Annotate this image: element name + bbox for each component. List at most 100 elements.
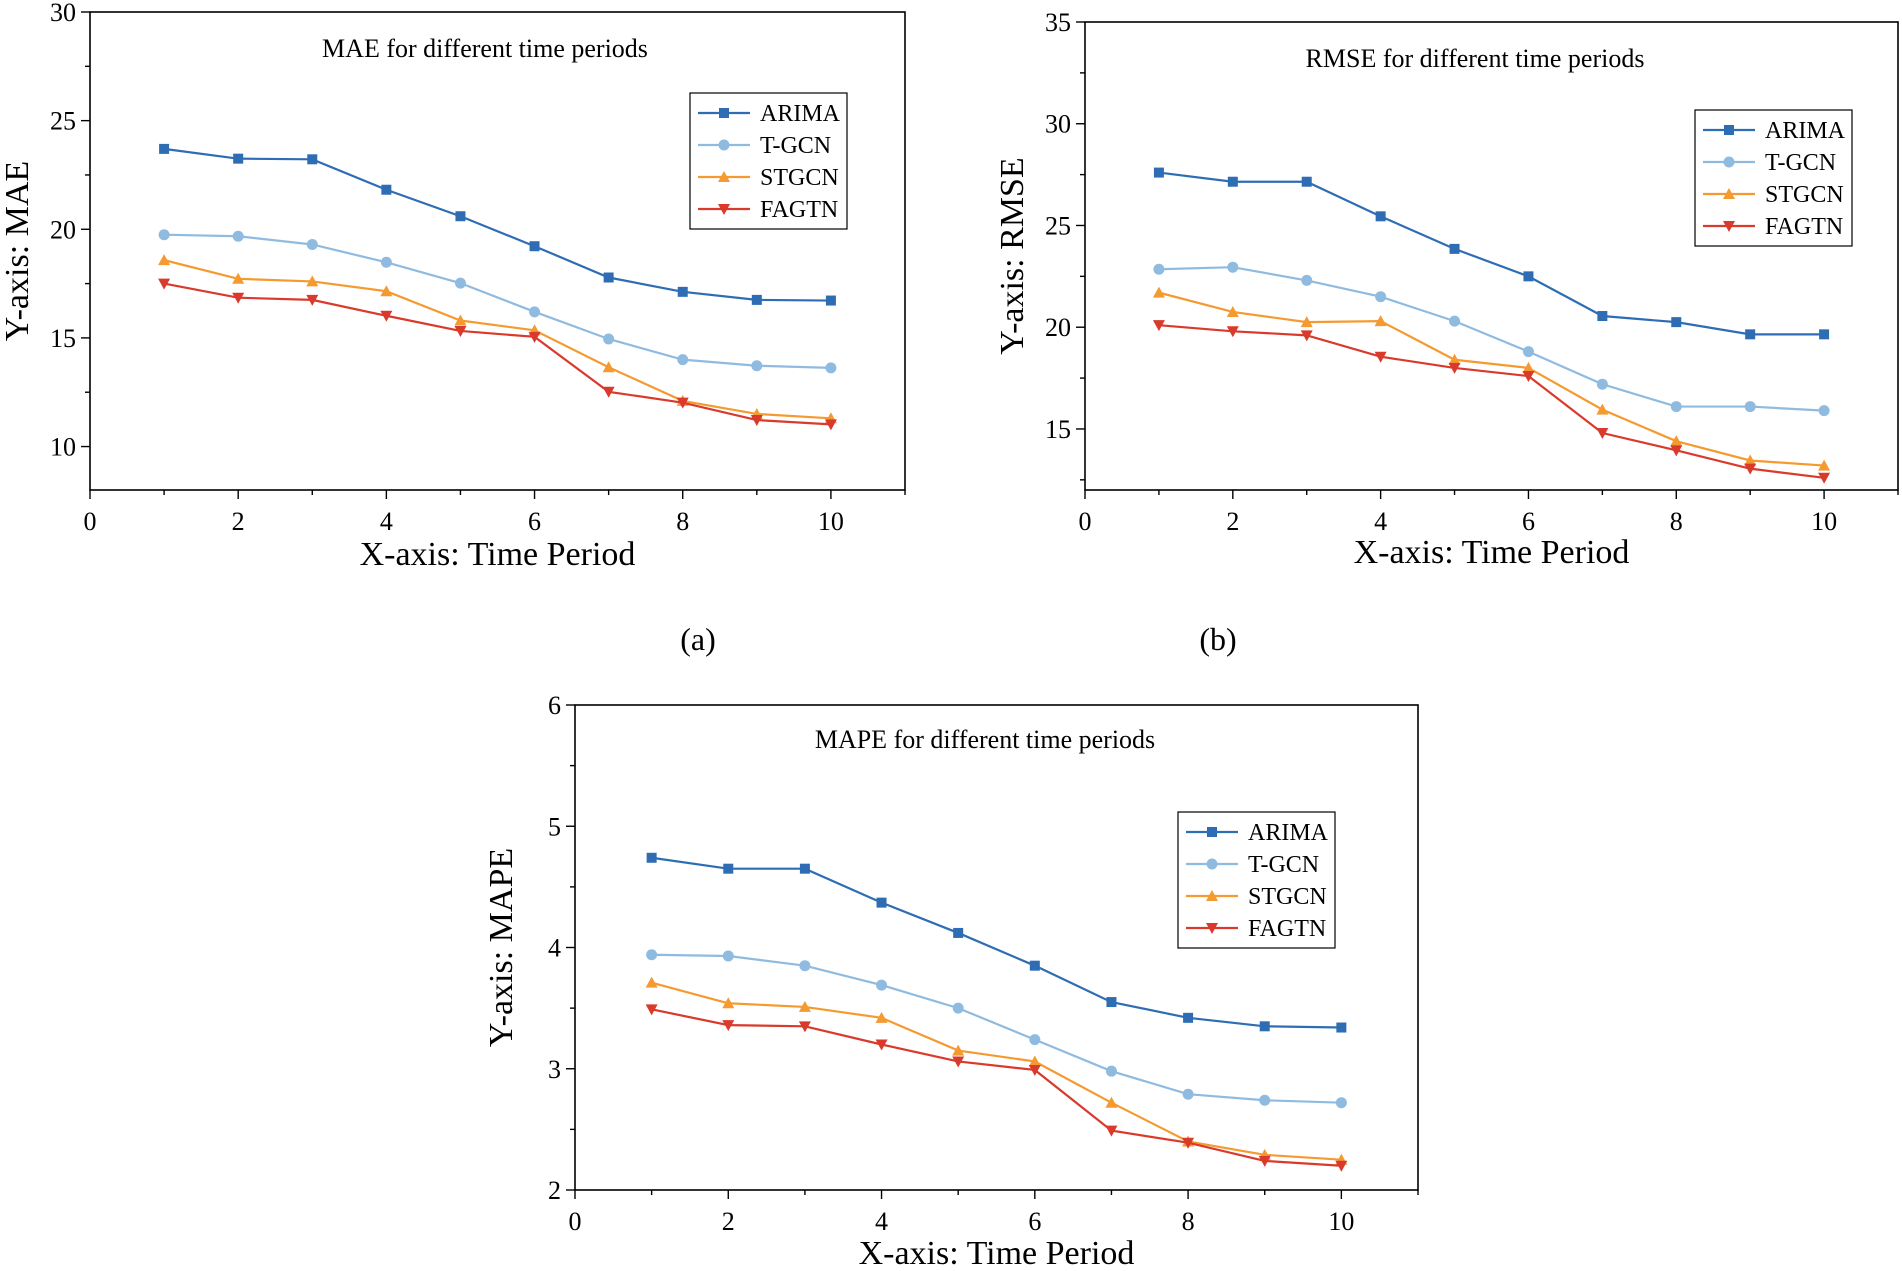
legend-marker-t-gcn bbox=[1206, 858, 1218, 870]
data-point-t-gcn bbox=[1105, 1065, 1117, 1077]
x-tick-label: 10 bbox=[1328, 1207, 1354, 1236]
data-point-arima bbox=[677, 286, 688, 297]
data-point-stgcn bbox=[1374, 315, 1387, 327]
legend-label-stgcn: STGCN bbox=[1765, 182, 1844, 208]
data-point-t-gcn bbox=[380, 256, 392, 268]
series-line-fagtn bbox=[1158, 324, 1825, 479]
data-point-arima bbox=[1259, 1021, 1270, 1032]
y-axis-label: Y-axis: MAE bbox=[0, 161, 36, 341]
data-point-arima bbox=[1375, 211, 1386, 222]
data-point-t-gcn bbox=[1153, 263, 1165, 275]
y-tick-label: 10 bbox=[50, 433, 76, 462]
data-point-fagtn bbox=[380, 310, 393, 322]
legend-marker-arima bbox=[1724, 125, 1734, 135]
series-line-fagtn bbox=[163, 282, 831, 426]
data-point-fagtn bbox=[454, 325, 467, 337]
y-tick-label: 20 bbox=[1045, 313, 1071, 342]
data-point-t-gcn bbox=[1744, 401, 1756, 413]
x-tick-label: 2 bbox=[232, 507, 245, 536]
data-point-fagtn bbox=[1182, 1137, 1195, 1149]
chart-panel-rmse: 0 2 4 6 8 10 15 20 25 30 35 X-axis: Time Period Y-ax… bbox=[994, 8, 1899, 571]
data-point-t-gcn bbox=[646, 949, 658, 961]
data-point-fagtn bbox=[1335, 1160, 1348, 1172]
x-tick-label: 4 bbox=[1374, 507, 1387, 536]
data-point-fagtn bbox=[1152, 320, 1165, 332]
legend-marker-t-gcn bbox=[1723, 156, 1735, 168]
data-point-fagtn bbox=[1300, 330, 1313, 342]
legend-label-fagtn: FAGTN bbox=[760, 197, 838, 223]
data-point-stgcn bbox=[380, 285, 393, 297]
data-point-stgcn bbox=[1670, 435, 1683, 447]
data-point-t-gcn bbox=[722, 950, 734, 962]
x-tick-label: 2 bbox=[722, 1207, 735, 1236]
x-tick-label: 8 bbox=[676, 507, 689, 536]
data-point-fagtn bbox=[798, 1021, 811, 1033]
legend-marker-fagtn bbox=[718, 204, 730, 215]
data-point-stgcn bbox=[158, 254, 171, 266]
data-point-arima bbox=[307, 154, 318, 165]
data-point-fagtn bbox=[1028, 1064, 1041, 1076]
data-point-fagtn bbox=[232, 292, 245, 304]
data-point-arima bbox=[455, 211, 466, 222]
data-point-arima bbox=[1336, 1022, 1347, 1033]
legend-marker-fagtn bbox=[1206, 923, 1218, 934]
series-line-arima bbox=[651, 856, 1342, 1029]
data-point-fagtn bbox=[306, 294, 319, 306]
y-axis-label: Y-axis: MAPE bbox=[483, 848, 520, 1047]
y-tick-label: 15 bbox=[1045, 415, 1071, 444]
data-point-fagtn bbox=[1818, 472, 1831, 484]
data-point-arima bbox=[1153, 167, 1164, 178]
data-point-arima bbox=[751, 294, 762, 305]
y-tick-label: 5 bbox=[548, 812, 561, 841]
legend-box bbox=[689, 92, 848, 230]
legend-label-stgcn: STGCN bbox=[760, 165, 839, 191]
x-tick-label: 0 bbox=[569, 1207, 582, 1236]
data-point-stgcn bbox=[602, 361, 615, 373]
data-point-fagtn bbox=[1744, 463, 1757, 475]
data-point-arima bbox=[381, 184, 392, 195]
data-point-arima bbox=[799, 863, 810, 874]
data-point-t-gcn bbox=[1818, 405, 1830, 417]
x-axis-label: X-axis: Time Period bbox=[859, 1235, 1135, 1271]
data-point-fagtn bbox=[1374, 351, 1387, 363]
chart-title: MAE for different time periods bbox=[322, 34, 648, 63]
legend-marker-t-gcn bbox=[718, 139, 730, 151]
data-point-fagtn bbox=[1448, 362, 1461, 374]
data-point-stgcn bbox=[232, 272, 245, 284]
data-point-fagtn bbox=[1105, 1125, 1118, 1137]
data-point-arima bbox=[603, 272, 614, 283]
data-point-arima bbox=[1597, 311, 1608, 322]
data-point-arima bbox=[1183, 1012, 1194, 1023]
x-tick-label: 6 bbox=[1522, 507, 1535, 536]
data-point-fagtn bbox=[952, 1056, 965, 1068]
data-point-fagtn bbox=[645, 1004, 658, 1016]
data-point-t-gcn bbox=[306, 238, 318, 250]
data-point-fagtn bbox=[824, 419, 837, 431]
legend-label-fagtn: FAGTN bbox=[1248, 916, 1326, 942]
data-point-t-gcn bbox=[1449, 315, 1461, 327]
y-axis-label: Y-axis: RMSE bbox=[994, 157, 1031, 354]
data-point-arima bbox=[1745, 329, 1756, 340]
data-point-stgcn bbox=[1744, 454, 1757, 466]
data-point-stgcn bbox=[798, 1000, 811, 1012]
data-point-t-gcn bbox=[1522, 346, 1534, 358]
data-point-arima bbox=[646, 852, 657, 863]
series-line-arima bbox=[163, 147, 831, 302]
data-point-arima bbox=[825, 295, 836, 306]
y-tick-label: 25 bbox=[1045, 211, 1071, 240]
series-line-arima bbox=[1158, 171, 1825, 336]
data-point-fagtn bbox=[1522, 371, 1535, 383]
x-tick-label: 8 bbox=[1182, 1207, 1195, 1236]
x-axis-label: X-axis: Time Period bbox=[360, 536, 636, 573]
y-tick-label: 20 bbox=[50, 215, 76, 244]
data-point-t-gcn bbox=[825, 362, 837, 374]
x-tick-label: 0 bbox=[1079, 507, 1092, 536]
x-tick-label: 0 bbox=[84, 507, 97, 536]
x-tick-label: 10 bbox=[1811, 507, 1837, 536]
data-point-arima bbox=[876, 897, 887, 908]
data-point-t-gcn bbox=[1375, 291, 1387, 303]
plot-frame bbox=[1084, 21, 1899, 491]
data-point-fagtn bbox=[528, 331, 541, 343]
data-point-t-gcn bbox=[1596, 378, 1608, 390]
